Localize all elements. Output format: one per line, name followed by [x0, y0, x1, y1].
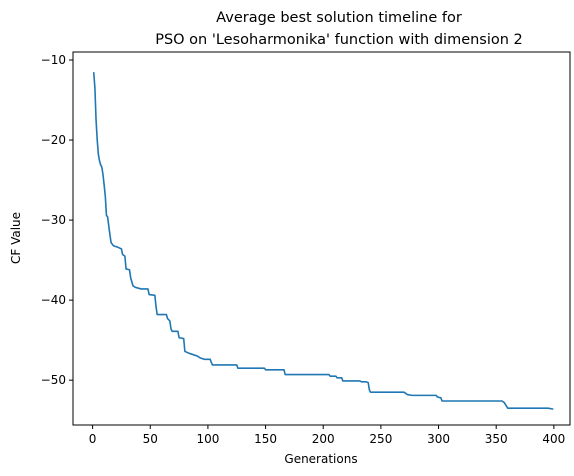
- chart-title-line-2: PSO on 'Lesoharmonika' function with dim…: [155, 32, 523, 48]
- plot-frame: [72, 51, 571, 426]
- x-axis-label: Generations: [284, 452, 357, 466]
- x-tick-label: 150: [254, 432, 277, 446]
- x-tick-label: 250: [369, 432, 392, 446]
- x-tick-label: 200: [312, 432, 335, 446]
- y-axis: −10 −20 −30 −40 −50: [41, 53, 73, 387]
- x-axis: 0 50 100 150 200 250 300 350 400: [89, 425, 565, 446]
- x-tick-label: 50: [143, 432, 158, 446]
- x-tick-label: 350: [485, 432, 508, 446]
- series-line: [92, 72, 554, 410]
- x-tick-label: 300: [427, 432, 450, 446]
- x-tick-label: 0: [89, 432, 97, 446]
- y-axis-label: CF Value: [9, 212, 23, 264]
- y-tick-label: −30: [41, 213, 66, 227]
- plot-area: [92, 72, 554, 410]
- x-tick-label: 100: [196, 432, 219, 446]
- x-tick-label: 400: [542, 432, 565, 446]
- y-tick-label: −20: [41, 133, 66, 147]
- y-tick-label: −10: [41, 53, 66, 67]
- chart-title-line-1: Average best solution timeline for: [216, 10, 462, 26]
- y-tick-label: −40: [41, 293, 66, 307]
- y-tick-label: −50: [41, 373, 66, 387]
